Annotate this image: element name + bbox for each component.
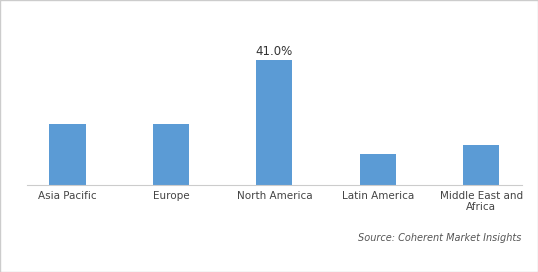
Bar: [256, 60, 293, 185]
Text: Source: Coherent Market Insights: Source: Coherent Market Insights: [358, 233, 522, 243]
Text: 41.0%: 41.0%: [256, 45, 293, 58]
Bar: [360, 154, 396, 185]
Bar: [153, 124, 189, 185]
Bar: [49, 124, 86, 185]
Bar: [463, 145, 499, 185]
